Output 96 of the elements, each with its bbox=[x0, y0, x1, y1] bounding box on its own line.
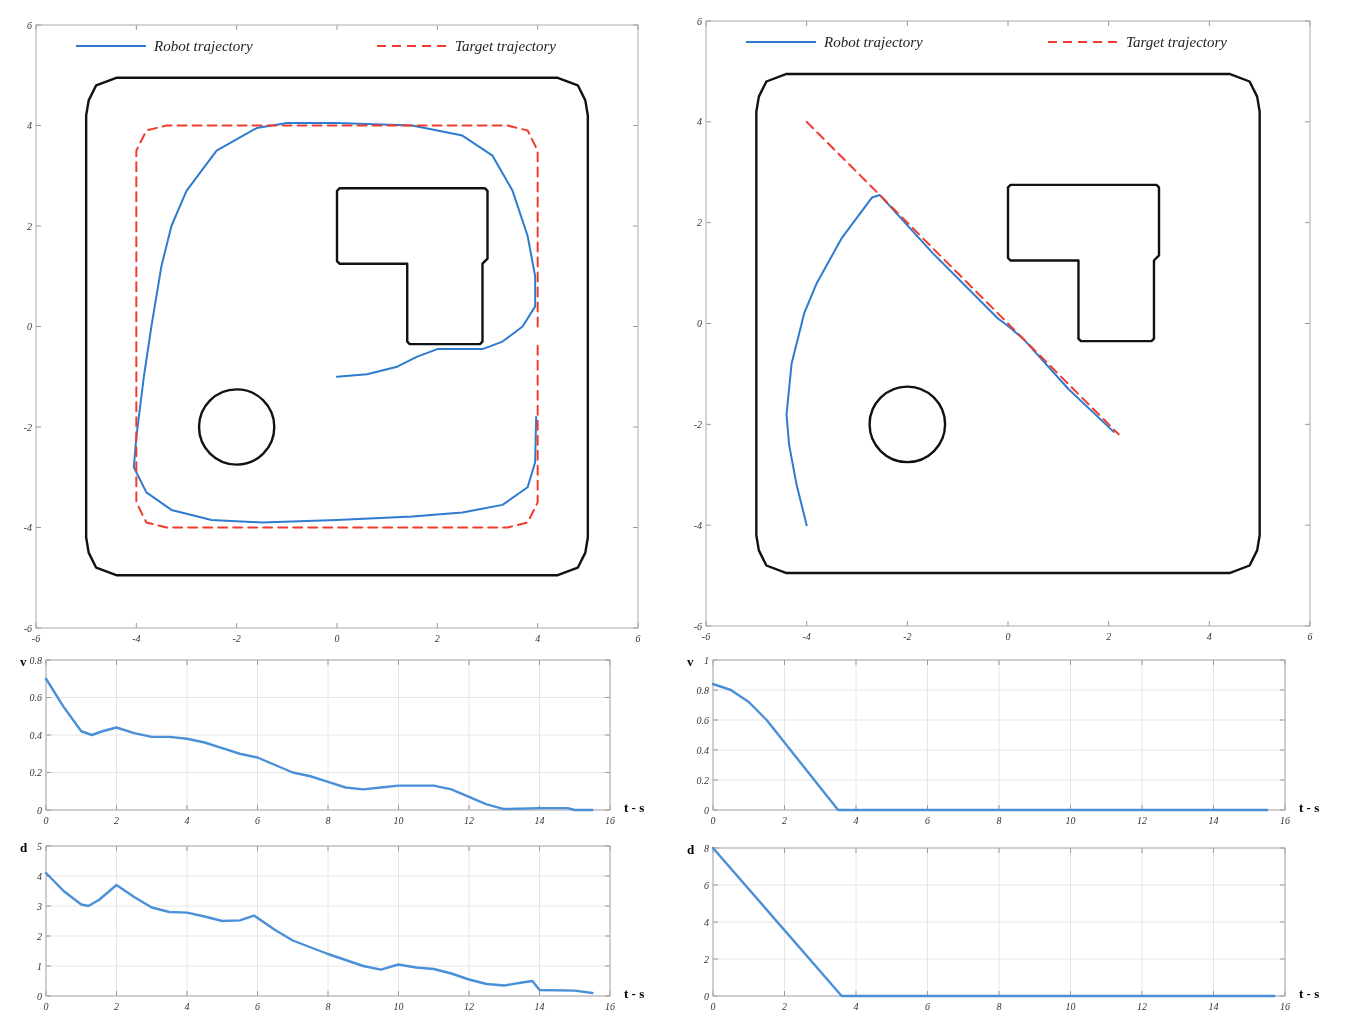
y-tick-label: 0.8 bbox=[696, 684, 709, 696]
y-axis-title: v bbox=[20, 654, 27, 669]
x-tick-label: 8 bbox=[325, 815, 331, 826]
y-tick-label: 6 bbox=[697, 15, 702, 27]
y-tick-label: 6 bbox=[27, 19, 32, 31]
x-tick-label: 12 bbox=[1137, 1001, 1147, 1012]
y-tick-label: 2 bbox=[37, 930, 42, 942]
y-tick-label: 4 bbox=[27, 120, 32, 131]
x-tick-label: 10 bbox=[393, 815, 404, 826]
y-tick-label: 0.6 bbox=[29, 692, 42, 703]
y-tick-label: 0 bbox=[27, 321, 32, 332]
x-tick-label: 6 bbox=[255, 815, 260, 826]
x-tick-label: -4 bbox=[132, 633, 141, 644]
x-axis-title: t - s bbox=[624, 986, 645, 1001]
x-tick-label: 10 bbox=[1065, 815, 1076, 826]
x-axis-title: t - s bbox=[624, 800, 645, 815]
x-tick-label: -2 bbox=[903, 631, 912, 642]
x-tick-label: 10 bbox=[1065, 1001, 1076, 1012]
legend-label: Target trajectory bbox=[1126, 34, 1228, 50]
y-axis-title: d bbox=[687, 842, 695, 857]
x-tick-label: 4 bbox=[853, 815, 859, 826]
x-tick-label: 8 bbox=[325, 1001, 331, 1012]
y-axis-title: v bbox=[687, 654, 694, 669]
y-tick-label: 1 bbox=[37, 960, 42, 972]
line-series bbox=[44, 871, 594, 995]
x-tick-label: 8 bbox=[996, 1001, 1002, 1012]
y-tick-label: 0 bbox=[704, 990, 709, 1002]
x-tick-label: 2 bbox=[782, 815, 787, 826]
x-tick-label: 2 bbox=[114, 815, 119, 826]
x-tick-label: 4 bbox=[1206, 631, 1212, 642]
y-tick-label: 2 bbox=[27, 220, 32, 232]
x-tick-label: 10 bbox=[393, 1001, 404, 1012]
x-tick-label: 12 bbox=[1137, 815, 1147, 826]
x-tick-label: 14 bbox=[534, 815, 545, 826]
x-tick-label: 16 bbox=[1280, 1001, 1290, 1012]
x-tick-label: 14 bbox=[534, 1001, 545, 1012]
y-tick-label: 4 bbox=[697, 116, 702, 128]
y-tick-label: 8 bbox=[704, 842, 709, 854]
x-tick-label: 2 bbox=[782, 1001, 787, 1012]
x-tick-label: 12 bbox=[464, 815, 474, 826]
line-series bbox=[711, 682, 1269, 812]
x-tick-label: 14 bbox=[1208, 1001, 1219, 1012]
x-tick-label: 2 bbox=[114, 1001, 119, 1012]
legend-label: Target trajectory bbox=[455, 38, 557, 54]
y-tick-label: 0.2 bbox=[29, 767, 42, 778]
x-tick-label: 16 bbox=[605, 815, 615, 826]
y-tick-label: 1 bbox=[704, 654, 709, 666]
y-tick-label: -4 bbox=[23, 522, 32, 533]
x-tick-label: 6 bbox=[255, 1001, 260, 1012]
y-tick-label: 4 bbox=[37, 870, 42, 882]
y-tick-label: 0.2 bbox=[696, 774, 709, 786]
y-tick-label: 0 bbox=[37, 990, 42, 1002]
x-tick-label: 0 bbox=[1005, 631, 1011, 642]
x-tick-label: 0 bbox=[334, 633, 340, 644]
x-axis-title: t - s bbox=[1299, 800, 1320, 815]
line-series bbox=[44, 677, 594, 812]
y-tick-label: 0 bbox=[704, 804, 709, 816]
y-axis-title: d bbox=[20, 840, 28, 855]
y-tick-label: -2 bbox=[693, 418, 702, 430]
y-tick-label: -4 bbox=[693, 519, 702, 531]
y-tick-label: 0.8 bbox=[29, 654, 42, 666]
x-tick-label: 2 bbox=[434, 633, 440, 644]
y-tick-label: 2 bbox=[704, 953, 709, 965]
y-tick-label: 6 bbox=[704, 879, 709, 891]
x-tick-label: 2 bbox=[1106, 631, 1112, 642]
legend-label: Robot trajectory bbox=[153, 38, 254, 54]
y-tick-label: 0 bbox=[697, 318, 702, 329]
x-tick-label: -4 bbox=[802, 631, 811, 642]
x-tick-label: 4 bbox=[853, 1001, 859, 1012]
legend-label: Robot trajectory bbox=[823, 34, 924, 50]
y-tick-label: 0.6 bbox=[696, 714, 709, 726]
y-tick-label: 5 bbox=[37, 840, 42, 852]
x-tick-label: 12 bbox=[464, 1001, 474, 1012]
x-tick-label: 14 bbox=[1208, 815, 1219, 826]
x-tick-label: 16 bbox=[1280, 815, 1290, 826]
x-tick-label: 6 bbox=[635, 633, 641, 644]
x-tick-label: 8 bbox=[996, 815, 1002, 826]
y-tick-label: -6 bbox=[23, 622, 32, 634]
x-tick-label: 4 bbox=[184, 815, 190, 826]
y-tick-label: 0.4 bbox=[696, 744, 709, 756]
y-tick-label: 4 bbox=[704, 916, 709, 928]
x-tick-label: 6 bbox=[925, 1001, 930, 1012]
line-series bbox=[785, 193, 1115, 527]
y-tick-label: -2 bbox=[23, 421, 32, 433]
y-tick-label: 0.4 bbox=[29, 729, 42, 741]
y-tick-label: 3 bbox=[36, 900, 42, 912]
x-axis-title: t - s bbox=[1299, 986, 1320, 1001]
x-tick-label: 6 bbox=[925, 815, 930, 826]
x-tick-label: 4 bbox=[184, 1001, 190, 1012]
y-tick-label: 2 bbox=[697, 217, 702, 229]
x-tick-label: -2 bbox=[232, 633, 241, 644]
x-tick-label: 16 bbox=[605, 1001, 615, 1012]
x-tick-label: 6 bbox=[1307, 631, 1313, 642]
y-tick-label: 0 bbox=[37, 804, 42, 816]
y-tick-label: -6 bbox=[693, 620, 702, 632]
x-tick-label: 4 bbox=[535, 633, 541, 644]
